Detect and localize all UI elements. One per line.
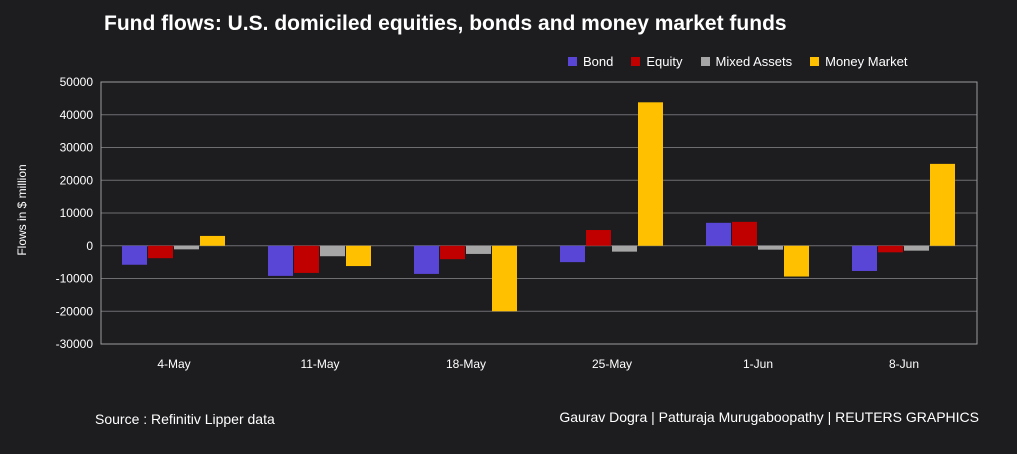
bar-money-market xyxy=(492,245,517,312)
bar-bond xyxy=(268,245,293,276)
bar-equity xyxy=(148,245,173,259)
y-tick-label: 30000 xyxy=(60,141,94,155)
x-tick-label: 1-Jun xyxy=(743,357,773,371)
legend-label-equity: Equity xyxy=(646,54,683,69)
legend-item-equity: Equity xyxy=(631,54,683,69)
legend-label-bond: Bond xyxy=(583,54,614,69)
legend-swatch-bond xyxy=(568,57,577,66)
y-tick-label: 0 xyxy=(86,239,93,253)
legend-swatch-equity xyxy=(631,57,641,66)
source-note: Source : Refinitiv Lipper data xyxy=(95,411,275,427)
bar-equity xyxy=(732,221,757,246)
bar-equity xyxy=(440,245,465,260)
x-tick-label: 11-May xyxy=(300,357,339,371)
x-tick-label: 18-May xyxy=(446,357,486,371)
bar-mixed-assets xyxy=(320,245,345,257)
bar-bond xyxy=(560,245,585,263)
x-tick-label: 25-May xyxy=(592,357,632,371)
bar-bond xyxy=(122,245,147,265)
bar-bond xyxy=(706,222,731,246)
chart-title: Fund flows: U.S. domiciled equities, bon… xyxy=(104,12,787,35)
legend-item-mixed-assets: Mixed Assets xyxy=(700,54,793,69)
bar-bond xyxy=(852,245,877,271)
y-tick-label: -20000 xyxy=(56,304,94,318)
bar-money-market xyxy=(346,245,371,267)
bar-mixed-assets xyxy=(174,245,199,250)
bar-equity xyxy=(878,245,903,253)
bar-mixed-assets xyxy=(904,245,929,251)
credits-note: Gaurav Dogra | Patturaja Murugaboopathy … xyxy=(559,409,979,425)
bar-money-market xyxy=(200,235,225,246)
y-tick-label: 20000 xyxy=(60,173,94,187)
bar-money-market xyxy=(638,102,663,246)
plot-area-border xyxy=(100,81,978,345)
y-tick-label: -10000 xyxy=(56,272,94,286)
legend-label-money-market: Money Market xyxy=(825,54,908,69)
bar-equity xyxy=(586,230,611,246)
bar-mixed-assets xyxy=(758,245,783,250)
y-tick-label: -30000 xyxy=(56,337,94,351)
legend-swatch-money-market xyxy=(810,57,820,66)
legend-label-mixed-assets: Mixed Assets xyxy=(715,54,793,69)
bar-bond xyxy=(414,245,439,274)
x-tick-label: 4-May xyxy=(157,357,190,371)
bar-mixed-assets xyxy=(612,245,637,252)
legend-item-money-market: Money Market xyxy=(810,54,907,69)
bar-money-market xyxy=(930,163,955,246)
bar-money-market xyxy=(784,245,809,277)
legend-swatch-mixed-assets xyxy=(700,57,710,66)
x-tick-label: 8-Jun xyxy=(889,357,919,371)
bar-equity xyxy=(294,245,319,273)
y-tick-label: 50000 xyxy=(60,75,94,89)
bar-mixed-assets xyxy=(466,245,491,254)
chart-legend: Bond Equity Mixed Assets Money Market xyxy=(568,54,907,69)
y-tick-label: 40000 xyxy=(60,108,94,122)
legend-item-bond: Bond xyxy=(568,54,613,69)
y-tick-label: 10000 xyxy=(60,206,94,220)
